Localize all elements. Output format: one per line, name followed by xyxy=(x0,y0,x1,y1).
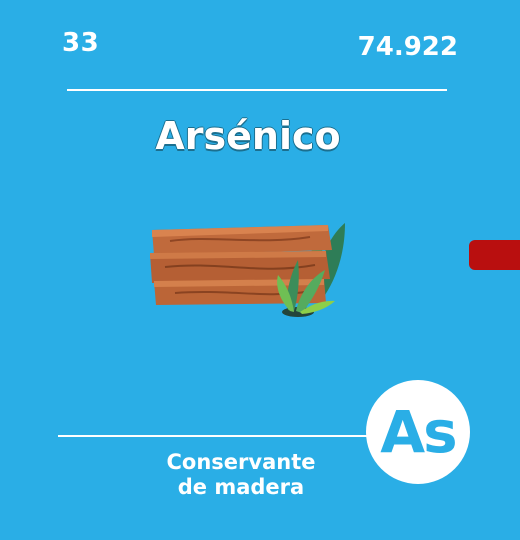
element-use-line-2: de madera xyxy=(177,475,305,499)
side-tab[interactable] xyxy=(469,240,520,270)
symbol-badge: As xyxy=(366,380,470,484)
wood-illustration xyxy=(140,215,360,325)
atomic-number: 33 xyxy=(62,28,100,58)
element-use: Conservante de madera xyxy=(140,450,342,500)
element-use-line-1: Conservante xyxy=(166,450,316,474)
atomic-mass: 74.922 xyxy=(357,32,458,62)
top-divider xyxy=(67,89,447,91)
wooden-planks-with-plants-icon xyxy=(150,223,345,317)
bottom-divider xyxy=(58,435,378,437)
element-symbol: As xyxy=(380,398,457,466)
element-name: Arsénico xyxy=(155,114,341,158)
